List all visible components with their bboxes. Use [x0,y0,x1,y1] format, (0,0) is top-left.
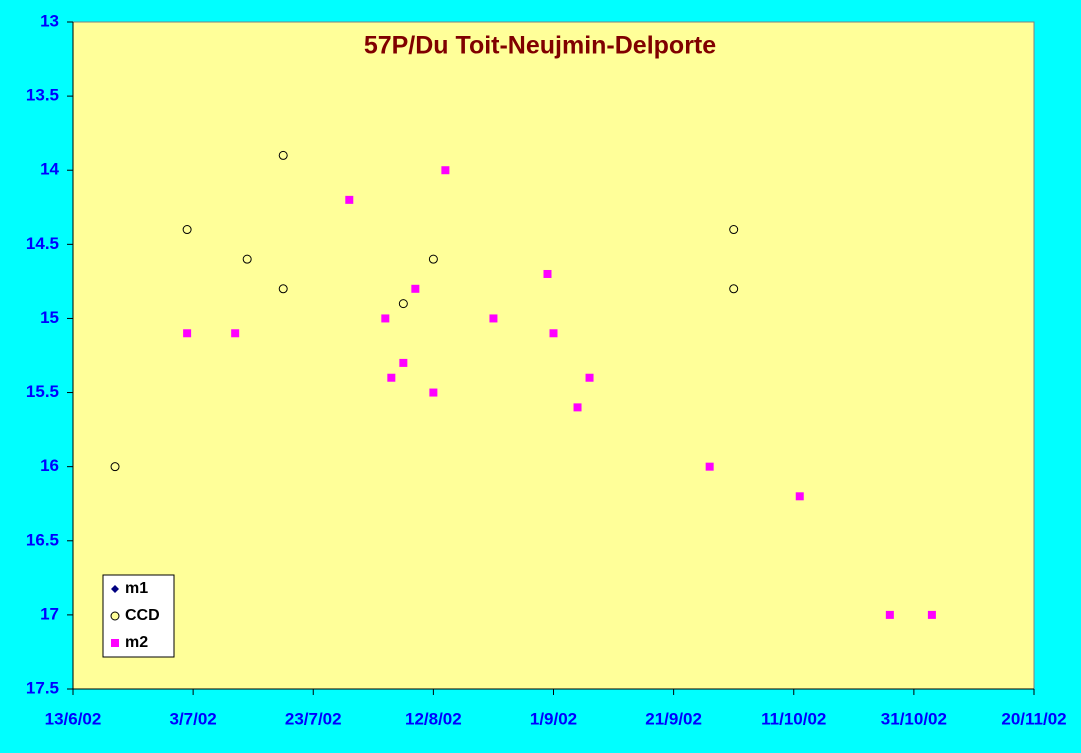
legend-marker [110,611,120,621]
point [705,462,714,471]
point [345,195,354,204]
point [242,254,252,264]
x-tick-label: 3/7/02 [169,709,216,728]
point [278,150,288,160]
point [381,314,390,323]
point [729,284,739,294]
point [278,284,288,294]
y-tick-label: 13 [40,11,59,30]
point [399,358,408,367]
x-tick-label: 23/7/02 [285,709,342,728]
point [387,373,396,382]
y-tick-label: 17.5 [26,678,59,697]
y-tick-label: 14.5 [26,234,59,253]
y-tick-label: 16.5 [26,530,59,549]
point [398,299,408,309]
point [585,373,594,382]
point [429,388,438,397]
x-tick-label: 21/9/02 [645,709,702,728]
point [428,254,438,264]
y-tick-label: 15.5 [26,382,59,401]
plot-area [72,21,1035,690]
point [489,314,498,323]
legend-label: m1 [125,580,148,597]
y-tick-label: 14 [40,160,59,179]
point [795,492,804,501]
x-tick-label: 11/10/02 [761,709,826,728]
point [231,329,240,338]
point [729,225,739,235]
point [927,610,936,619]
legend-label: m2 [125,634,148,651]
x-tick-label: 31/10/02 [881,709,947,728]
chart-title: 57P/Du Toit-Neujmin-Delporte [364,32,716,60]
point [110,462,120,472]
point [885,610,894,619]
point [183,329,192,338]
x-tick-label: 13/6/02 [45,709,102,728]
point [441,166,450,175]
y-tick-label: 17 [40,604,59,623]
point [573,403,582,412]
point [411,284,420,293]
point [543,269,552,278]
y-tick-label: 15 [40,308,59,327]
legend-label: CCD [125,607,160,624]
y-tick-label: 13.5 [26,86,59,105]
x-tick-label: 12/8/02 [405,709,462,728]
y-tick-label: 16 [40,456,59,475]
x-tick-label: 1/9/02 [530,709,577,728]
point [549,329,558,338]
x-tick-label: 20/11/02 [1001,709,1066,728]
legend-marker [111,639,119,647]
point [182,225,192,235]
legend-marker [111,585,119,593]
